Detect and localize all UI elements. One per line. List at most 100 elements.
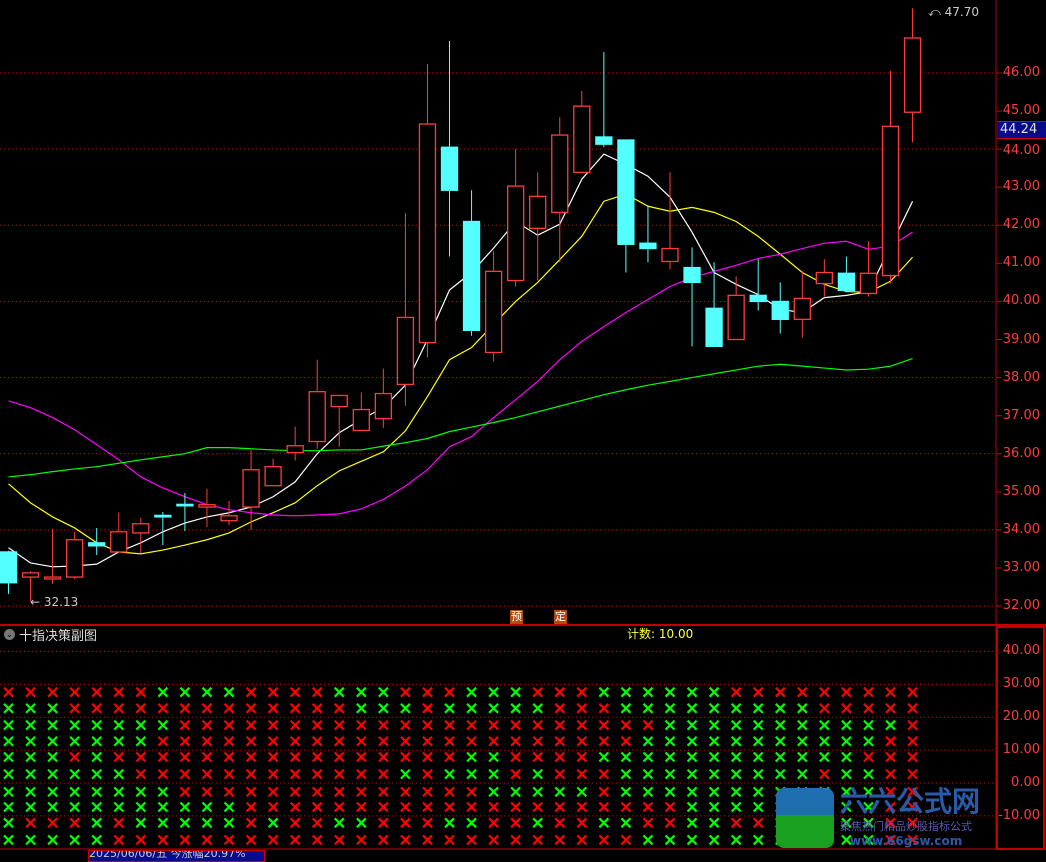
signal-x-green	[863, 786, 874, 798]
signal-x-red	[598, 834, 610, 846]
signal-x-green	[3, 719, 14, 731]
signal-x-red	[333, 801, 345, 813]
signal-x-red	[333, 786, 345, 798]
signal-x-red	[223, 751, 235, 763]
signal-x-red	[554, 801, 566, 813]
candle-up	[21, 572, 40, 578]
candle-down	[683, 266, 701, 284]
signal-x-green	[444, 768, 455, 780]
signal-x-red	[91, 686, 102, 698]
signal-x-green	[708, 735, 720, 747]
signal-x-green	[47, 768, 58, 780]
signal-x-green	[841, 786, 852, 798]
signal-x-red	[819, 768, 830, 780]
signal-x-green	[69, 719, 80, 731]
logo-slogan: 聚焦热门精品炒股指标公式	[840, 820, 972, 833]
signal-x-green	[466, 686, 477, 698]
signal-x-red	[179, 786, 191, 798]
signal-x-green	[157, 817, 169, 829]
signal-x-green	[708, 719, 720, 731]
signal-x-red	[179, 735, 191, 747]
signal-x-green	[686, 751, 698, 763]
signal-x-red	[532, 801, 543, 813]
signal-x-red	[311, 686, 323, 698]
signal-x-green	[223, 686, 235, 698]
signal-x-green	[223, 801, 235, 813]
signal-x-green	[885, 719, 896, 731]
signal-x-red	[642, 817, 654, 829]
signal-x-green	[664, 719, 676, 731]
signal-x-red	[510, 801, 521, 813]
signal-x-green	[642, 768, 654, 780]
axis-label: 43.00	[1002, 179, 1040, 195]
signal-x-green	[819, 735, 830, 747]
signal-x-green	[3, 751, 14, 763]
signal-x-green	[201, 801, 213, 813]
candle-up	[396, 316, 415, 386]
signal-x-green	[113, 719, 125, 731]
signal-x-red	[554, 768, 566, 780]
signal-x-red	[223, 703, 235, 714]
signal-x-green	[774, 719, 786, 731]
signal-x-red	[267, 719, 279, 731]
signal-x-green	[841, 834, 852, 846]
axis-label: 38.00	[1002, 369, 1040, 385]
signal-x-green	[620, 817, 632, 829]
signal-x-red	[466, 834, 477, 846]
signal-x-red	[554, 719, 566, 731]
signal-x-green	[444, 817, 455, 829]
signal-x-red	[819, 686, 830, 698]
signal-x-green	[135, 786, 147, 798]
signal-x-green	[642, 786, 654, 798]
signal-x-green	[488, 751, 499, 763]
signal-x-red	[554, 834, 566, 846]
signal-x-green	[730, 751, 742, 763]
signal-x-red	[47, 686, 58, 698]
signal-x-green	[25, 834, 36, 846]
signal-x-red	[598, 786, 610, 798]
high-value: 47.70	[944, 5, 980, 19]
signal-x-green	[25, 768, 36, 780]
signal-x-red	[400, 817, 411, 829]
signal-x-red	[400, 834, 411, 846]
signal-x-red	[422, 735, 433, 747]
signal-x-green	[113, 786, 125, 798]
signal-x-green	[841, 768, 852, 780]
signal-x-red	[466, 801, 477, 813]
chevron-down-icon[interactable]: ⌄	[4, 629, 15, 640]
signal-x-red	[863, 751, 874, 763]
axis-label: 44.00	[1002, 143, 1040, 159]
signal-x-red	[157, 703, 169, 714]
signal-x-red	[223, 735, 235, 747]
subchart-title[interactable]: ⌄ 十指决策副图	[4, 625, 97, 644]
axis-label: 42.00	[1002, 217, 1040, 233]
low-value: 32.13	[43, 595, 79, 609]
signal-x-red	[907, 817, 918, 829]
signal-x-green	[708, 786, 720, 798]
signal-x-red	[466, 719, 477, 731]
signal-x-green	[774, 735, 786, 747]
signal-x-red	[135, 686, 147, 698]
signal-x-green	[47, 801, 58, 813]
signal-x-red	[444, 735, 455, 747]
signal-x-green	[113, 735, 125, 747]
signal-x-green	[620, 686, 632, 698]
candle-down	[462, 220, 481, 332]
signal-x-red	[907, 834, 918, 846]
signal-x-green	[47, 719, 58, 731]
signal-x-red	[510, 817, 521, 829]
axis-label: 36.00	[1002, 445, 1040, 461]
signal-x-green	[91, 817, 102, 829]
signal-x-red	[289, 834, 301, 846]
status-bar-text: 2025/06/06/五 今涨幅20.97%	[88, 850, 265, 862]
candle-down	[440, 146, 459, 191]
signal-x-green	[113, 801, 125, 813]
signal-x-red	[400, 801, 411, 813]
signal-x-red	[333, 735, 345, 747]
signal-x-red	[113, 817, 125, 829]
candle-up	[242, 469, 260, 508]
signal-x-red	[885, 751, 896, 763]
candle-down	[837, 272, 856, 292]
signal-x-red	[201, 751, 213, 763]
